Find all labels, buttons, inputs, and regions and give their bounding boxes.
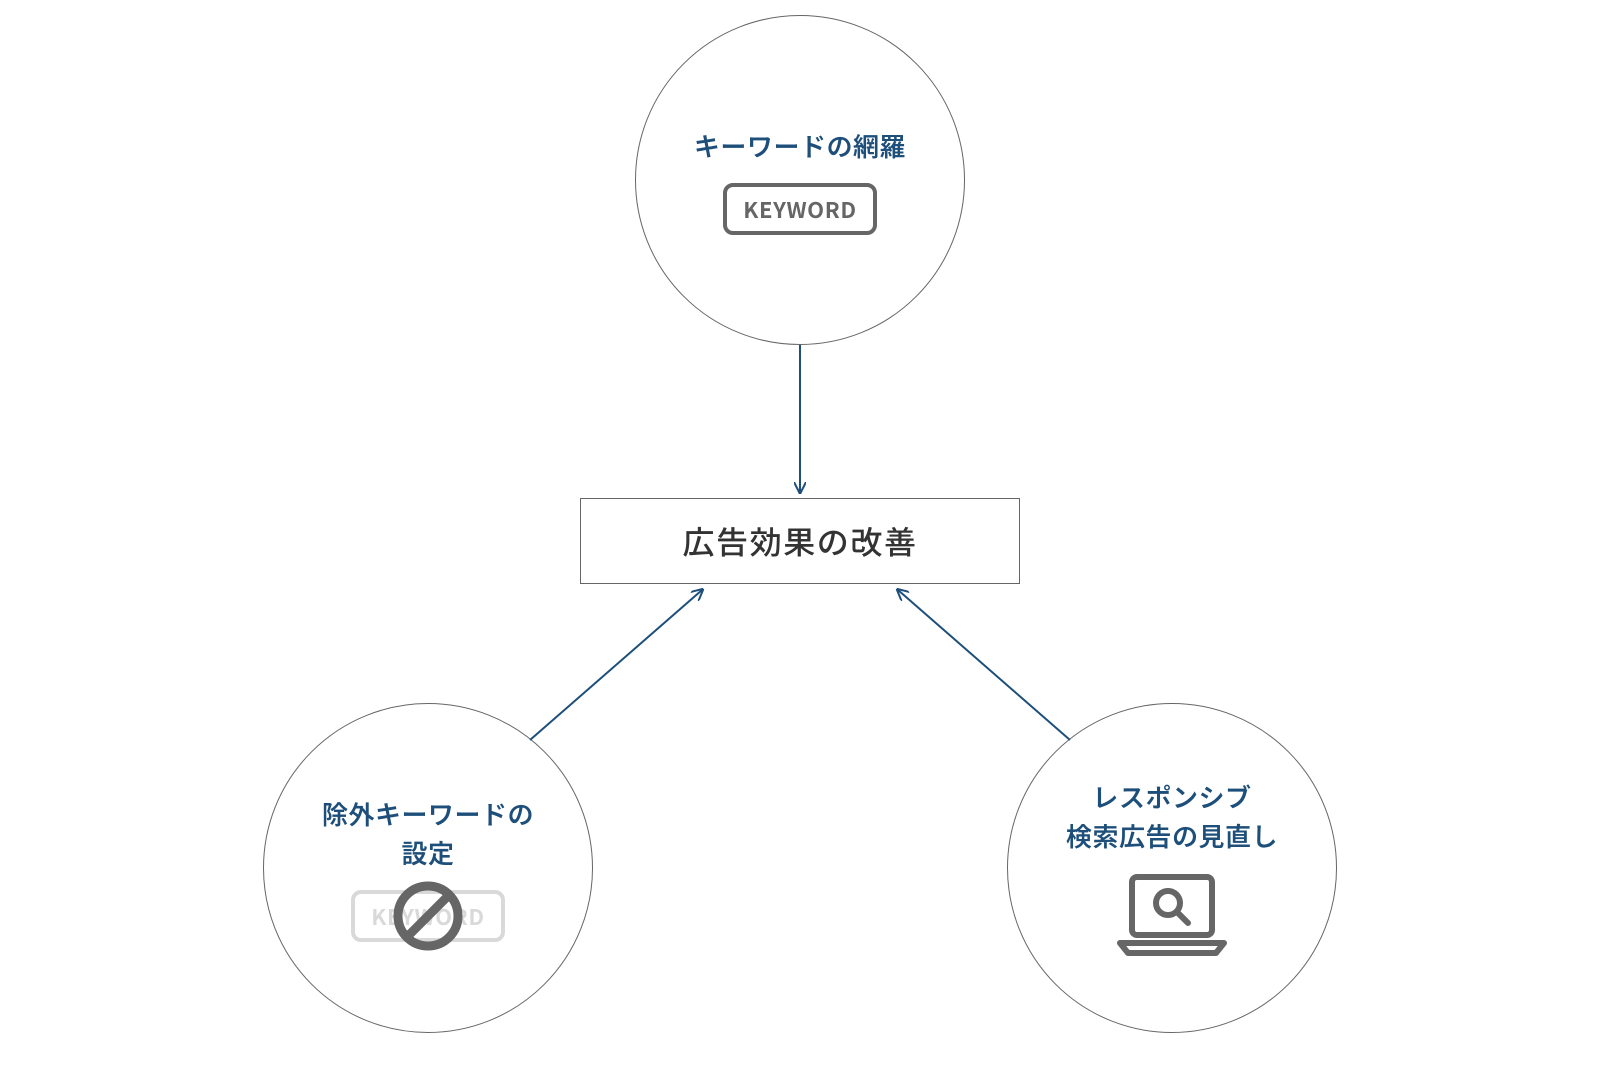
negative-keyword-icon: KEYWORD xyxy=(351,890,505,942)
node-responsive-search-ads: レスポンシブ 検索広告の見直し xyxy=(1007,703,1337,1033)
diagram-stage: 広告効果の改善 キーワードの網羅 KEYWORD 除外キーワードの 設定 KEY… xyxy=(0,0,1600,1080)
prohibit-icon xyxy=(389,877,467,955)
node-title-line2: 検索広告の見直し xyxy=(1066,817,1278,854)
node-title: 除外キーワードの 設定 xyxy=(322,794,534,872)
node-keyword-coverage: キーワードの網羅 KEYWORD xyxy=(635,15,965,345)
node-title-line1: 除外キーワードの xyxy=(322,795,534,832)
keyword-badge-label: KEYWORD xyxy=(723,183,877,235)
center-box: 広告効果の改善 xyxy=(580,498,1020,584)
center-label: 広告効果の改善 xyxy=(682,518,917,564)
node-title: レスポンシブ 検索広告の見直し xyxy=(1066,777,1278,855)
node-title-line1: レスポンシブ xyxy=(1092,778,1251,815)
arrow-right-to-center xyxy=(898,590,1070,740)
keyword-badge-icon: KEYWORD xyxy=(723,183,877,235)
node-title-line2: 設定 xyxy=(401,834,454,871)
node-title: キーワードの網羅 xyxy=(694,126,906,165)
laptop-search-icon xyxy=(1112,873,1232,959)
node-negative-keywords: 除外キーワードの 設定 KEYWORD xyxy=(263,703,593,1033)
arrow-left-to-center xyxy=(530,590,702,740)
